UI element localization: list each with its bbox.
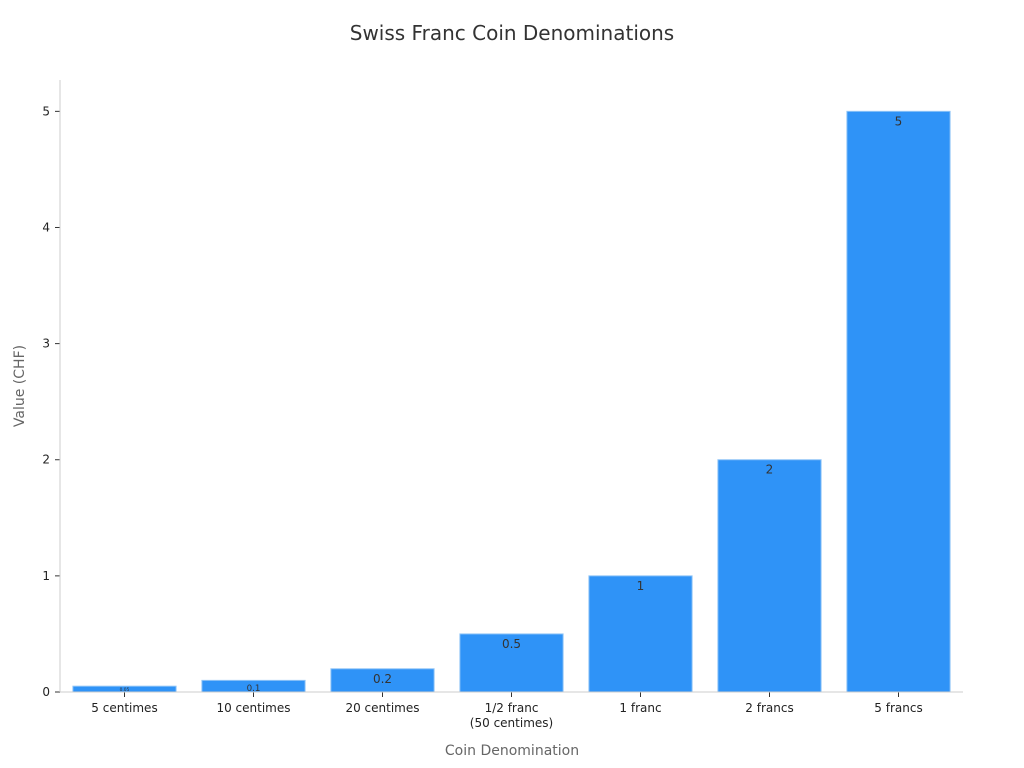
y-tick-label: 4 xyxy=(42,220,50,234)
x-tick-label: 20 centimes xyxy=(345,701,419,715)
x-tick-label: 5 francs xyxy=(874,701,922,715)
y-tick-label: 1 xyxy=(42,569,50,583)
y-tick-label: 5 xyxy=(42,104,50,118)
y-tick-label: 2 xyxy=(42,453,50,467)
bar-data-label: 0.05 xyxy=(120,687,130,693)
bar-data-label: 5 xyxy=(895,114,903,128)
bar xyxy=(588,575,693,693)
bar xyxy=(846,110,951,693)
x-tick-label: 5 centimes xyxy=(91,701,157,715)
chart-title: Swiss Franc Coin Denominations xyxy=(350,21,674,45)
bar-data-label: 1 xyxy=(637,579,645,593)
bar xyxy=(717,459,822,693)
bar-data-label: 0.2 xyxy=(373,672,392,686)
x-tick-label: 1/2 franc (50 centimes) xyxy=(470,701,553,730)
x-tick-label: 2 francs xyxy=(745,701,793,715)
bar-data-label: 0.5 xyxy=(502,637,521,651)
bar-data-label: 0.1 xyxy=(247,684,261,694)
x-tick-label: 1 franc xyxy=(619,701,661,715)
y-axis-label: Value (CHF) xyxy=(12,345,28,427)
x-axis-label: Coin Denomination xyxy=(445,743,579,759)
x-tick-label: 10 centimes xyxy=(216,701,290,715)
y-tick-label: 0 xyxy=(42,685,50,699)
y-tick-label: 3 xyxy=(42,337,50,351)
bar-data-label: 2 xyxy=(766,463,774,477)
